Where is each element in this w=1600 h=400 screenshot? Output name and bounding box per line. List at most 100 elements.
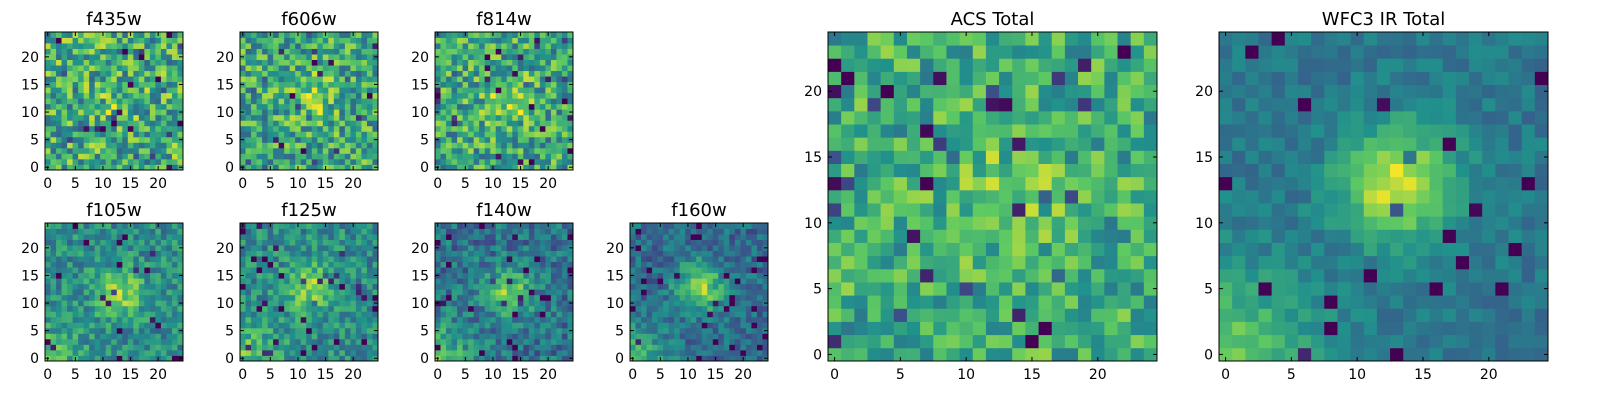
heatmap-cell [100,278,107,285]
heatmap-cell [149,147,156,154]
heatmap-cell [251,239,257,246]
x-tick-label: 5 [266,367,275,383]
heatmap-cell [528,32,535,38]
heatmap-cell [45,316,51,323]
heatmap-cell [89,103,96,110]
heatmap-cell [61,142,68,149]
heatmap-cell [740,338,747,345]
heatmap-cell [105,120,112,127]
heatmap-cell [94,272,101,279]
heatmap-cell [550,344,557,351]
heatmap-cell [635,300,642,307]
heatmap-cell [490,283,497,290]
heatmap-cell [100,48,107,55]
heatmap-cell [50,98,57,105]
heatmap-cell [495,294,502,301]
heatmap-cell [322,289,329,296]
heatmap-cell [45,250,51,257]
heatmap-cell [273,48,280,55]
heatmap-cell [468,327,475,334]
heatmap-cell [67,223,73,229]
heatmap-cell [361,349,368,356]
heatmap-cell [50,245,57,251]
heatmap-cell [446,311,452,318]
heatmap-cell [372,98,379,105]
heatmap-cell [556,294,563,301]
heatmap-cell [328,59,335,66]
heatmap-cell [867,189,882,204]
heatmap-cell [893,216,908,230]
heatmap-cell [641,333,647,340]
heatmap-cell [72,272,79,279]
heatmap-cell [355,109,362,116]
heatmap-cell [295,103,302,110]
heatmap-cell [528,355,535,362]
heatmap-cell [262,278,268,285]
heatmap-cell [333,98,340,105]
heatmap-cell [116,256,123,263]
heatmap-cell [111,142,118,149]
heatmap-cell [1051,163,1066,178]
heatmap-cell [122,131,129,138]
heatmap-cell [701,261,708,268]
heatmap-cell [679,338,686,345]
heatmap-cell [322,54,329,60]
heatmap-cell [512,98,519,105]
heatmap-cell [284,349,291,356]
heatmap-cell [468,283,475,290]
heatmap-cell [550,333,557,340]
heatmap-cell [933,176,947,191]
heatmap-cell [328,349,335,356]
heatmap-cell [177,294,184,301]
heatmap-cell [83,109,90,116]
heatmap-cell [473,223,480,229]
heatmap-cell [545,48,552,55]
heatmap-cell [718,289,725,296]
heatmap-cell [657,327,664,334]
heatmap-cell [718,338,725,345]
heatmap-cell [317,239,324,246]
heatmap-cell [311,283,318,290]
heatmap-cell [50,43,57,49]
heatmap-cell [306,311,313,318]
heatmap-cell [166,333,173,340]
heatmap-cell [1051,347,1066,362]
heatmap-cell [177,76,184,83]
heatmap-cell [495,267,502,274]
heatmap-cell [523,333,530,340]
heatmap-cell [105,338,112,345]
heatmap-cell [920,163,934,178]
heatmap-cell [663,355,670,362]
heatmap-cell [339,316,346,323]
heatmap-cell [339,327,346,334]
heatmap-cell [251,98,257,105]
heatmap-cell [256,355,263,362]
heatmap-cell [451,245,458,251]
heatmap-cell [668,239,675,246]
heatmap-cell [561,322,568,329]
heatmap-cell [723,267,730,274]
heatmap-cell [674,223,681,229]
heatmap-cell [1091,242,1105,257]
heatmap-cell [751,234,758,240]
heatmap-cell [880,295,895,309]
heatmap-cell [1104,282,1118,296]
x-tick-label: 15 [707,367,725,383]
heatmap-cell [72,65,79,72]
heatmap-cell [149,338,156,345]
heatmap-cell [344,136,351,143]
heatmap-cell [100,59,107,66]
heatmap-cell [240,349,246,356]
heatmap-cell [756,327,763,334]
heatmap-cell [435,92,441,99]
heatmap-cell [641,289,647,296]
heatmap-cell [333,338,340,345]
heatmap-cell [105,344,112,351]
heatmap-cell [111,311,118,318]
heatmap-cell [251,37,257,44]
heatmap-cell [61,125,68,132]
heatmap-cell [83,344,90,351]
heatmap-cell [83,300,90,307]
heatmap-cell [646,355,653,362]
heatmap-cell [350,125,357,132]
